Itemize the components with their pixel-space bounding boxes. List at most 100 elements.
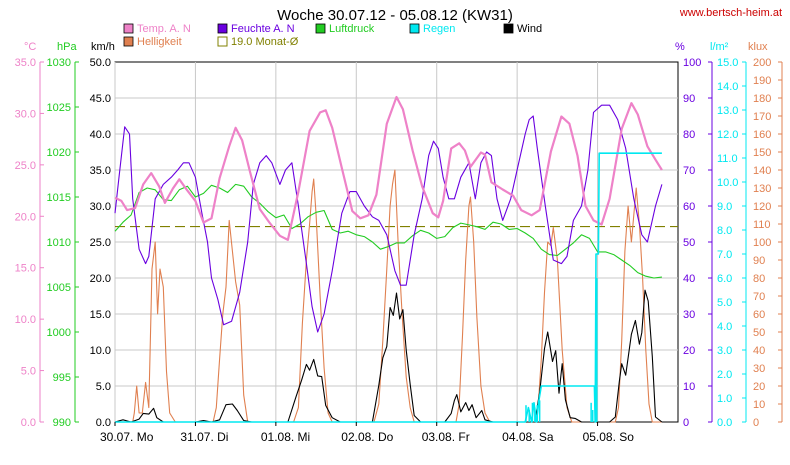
axis-tick-label-brightness: 150 [753,147,771,159]
axis-tick-label-wind: 30.0 [90,201,111,213]
axis-tick-label-brightness: 120 [753,201,771,213]
axis-tick-label-brightness: 170 [753,111,771,123]
axis-tick-label-brightness: 190 [753,75,771,87]
axis-tick-label-temp: 35.0 [15,57,36,69]
site-url: www.bertsch-heim.at [679,7,782,19]
axis-tick-label-wind: 10.0 [90,345,111,357]
axis-tick-label-rain: 1.0 [717,393,732,405]
x-tick-label: 05.08. So [583,430,635,444]
series-line-pressure [114,183,662,279]
legend-label-humidity: Feuchte A. N [231,23,295,35]
axis-unit-rain: l/m² [710,41,729,53]
axis-tick-label-rain: 5.0 [717,297,732,309]
axis-tick-label-rain: 13.0 [717,105,738,117]
axis-unit-humidity: % [675,41,685,53]
axis-tick-label-humidity: 10 [683,381,695,393]
legend-label-wind: Wind [517,23,542,35]
axis-tick-label-rain: 6.0 [717,273,732,285]
legend-label-brightness: Helligkeit [137,36,182,48]
legend-label-avg: 19.0 Monat-Ø [231,36,299,48]
axis-tick-label-humidity: 90 [683,93,695,105]
axis-tick-label-brightness: 50 [753,327,765,339]
axis-tick-label-rain: 14.0 [717,81,738,93]
axis-tick-label-rain: 4.0 [717,321,732,333]
grid [114,61,679,423]
axis-unit-pressure: hPa [57,41,77,53]
legend-label-temp: Temp. A. N [137,23,191,35]
legend-swatch-wind [503,23,514,34]
axis-tick-label-brightness: 30 [753,363,765,375]
axis-tick-label-brightness: 20 [753,381,765,393]
axis-tick-label-brightness: 200 [753,57,771,69]
axis-tick-label-brightness: 10 [753,399,765,411]
axis-tick-label-humidity: 70 [683,165,695,177]
series-line-rain [115,152,662,423]
axis-tick-label-brightness: 140 [753,165,771,177]
axis-tick-label-humidity: 40 [683,273,695,285]
axis-tick-label-humidity: 20 [683,345,695,357]
axis-tick-label-pressure: 1010 [47,237,71,249]
axis-tick-label-rain: 0.0 [717,417,732,429]
x-tick-label: 03.08. Fr [422,430,470,444]
legend-swatch-avg [217,36,228,47]
axis-tick-label-brightness: 180 [753,93,771,105]
axis-tick-label-wind: 40.0 [90,129,111,141]
axis-tick-label-brightness: 60 [753,309,765,321]
axis-tick-label-brightness: 130 [753,183,771,195]
axis-tick-label-rain: 9.0 [717,201,732,213]
chart-title: Woche 30.07.12 - 05.08.12 (KW31) [277,7,513,24]
legend-label-pressure: Luftdruck [329,23,375,35]
axis-tick-label-pressure: 1005 [47,282,71,294]
axis-unit-wind: km/h [91,41,115,53]
axis-tick-label-temp: 20.0 [15,211,36,223]
axis-tick-label-temp: 25.0 [15,160,36,172]
axis-tick-label-brightness: 40 [753,345,765,357]
axis-tick-label-rain: 15.0 [717,57,738,69]
axis-tick-label-rain: 2.0 [717,369,732,381]
axis-tick-label-pressure: 1025 [47,102,71,114]
axis-tick-label-wind: 20.0 [90,273,111,285]
axis-tick-label-rain: 11.0 [717,153,738,165]
axis-tick-label-wind: 35.0 [90,165,111,177]
axis-tick-label-brightness: 110 [753,219,771,231]
axis-tick-label-brightness: 0 [753,417,759,429]
plot-area [114,95,678,423]
axis-tick-label-brightness: 70 [753,291,765,303]
x-tick-label: 31.07. Di [180,430,228,444]
axis-tick-label-temp: 0.0 [21,417,36,429]
axis-tick-label-wind: 0.0 [96,417,111,429]
series-line-humidity [114,104,663,333]
axis-unit-temp: °C [24,41,36,53]
axis-tick-label-pressure: 995 [53,372,71,384]
axis-tick-label-wind: 15.0 [90,309,111,321]
legend-swatch-humidity [217,23,228,34]
legend: Temp. A. N Feuchte A. N Luftdruck Regen Wind… [123,23,542,48]
axis-tick-label-wind: 50.0 [90,57,111,69]
axis-tick-label-humidity: 80 [683,129,695,141]
x-tick-label: 02.08. Do [341,430,393,444]
x-axis-labels: 30.07. Mo 31.07. Di 01.08. Mi 02.08. Do 03.0… [100,422,634,444]
axis-tick-label-pressure: 1000 [47,327,71,339]
legend-swatch-brightness [123,36,134,47]
axis-tick-label-wind: 5.0 [96,381,111,393]
axis-tick-label-brightness: 90 [753,255,765,267]
legend-swatch-temp [123,23,134,34]
axis-tick-label-pressure: 1020 [47,147,71,159]
axis-tick-label-brightness: 80 [753,273,765,285]
axis-tick-label-humidity: 50 [683,237,695,249]
axis-tick-label-humidity: 100 [683,57,701,69]
axis-tick-label-pressure: 1015 [47,192,71,204]
axis-tick-label-temp: 10.0 [15,314,36,326]
axis-tick-label-brightness: 160 [753,129,771,141]
axes: °C 0.0 5.0 10.0 15.0 20.0 25.0 30.0 35.0 hPa 990 99… [15,41,783,429]
legend-label-rain: Regen [423,23,455,35]
axis-tick-label-rain: 12.0 [717,129,738,141]
axis-tick-label-wind: 45.0 [90,93,111,105]
axis-tick-label-humidity: 0 [683,417,689,429]
axis-tick-label-humidity: 60 [683,201,695,213]
axis-tick-label-rain: 7.0 [717,249,732,261]
axis-tick-label-brightness: 100 [753,237,771,249]
axis-unit-brightness: klux [748,41,768,53]
